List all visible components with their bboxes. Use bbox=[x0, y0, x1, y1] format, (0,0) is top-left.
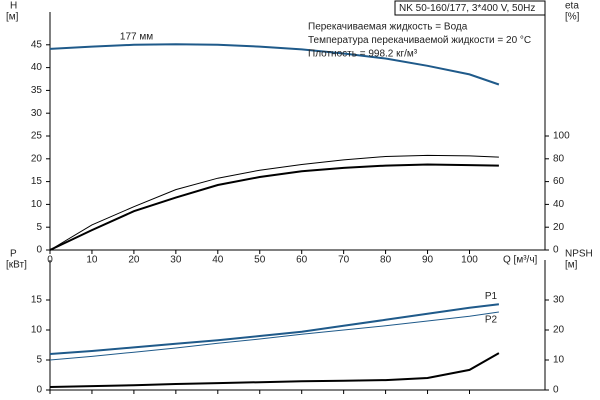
series-line bbox=[49, 163, 499, 251]
y2-label: eta bbox=[565, 1, 579, 12]
y-tick-label: 35 bbox=[31, 85, 43, 96]
y-tick-label: 0 bbox=[36, 245, 42, 256]
x-tick-label: 30 bbox=[170, 255, 182, 266]
y2-tick-label: 20 bbox=[553, 325, 565, 336]
x-tick-label: 90 bbox=[422, 255, 434, 266]
series-line bbox=[49, 311, 499, 361]
y-label: H bbox=[10, 1, 17, 12]
y-tick-label: 15 bbox=[31, 176, 43, 187]
x-label: Q [м³/ч] bbox=[503, 255, 538, 266]
series-line bbox=[49, 303, 500, 355]
series-label: P2 bbox=[485, 315, 498, 326]
y2-unit: [%] bbox=[565, 12, 580, 23]
y2-tick-label: 100 bbox=[553, 131, 570, 142]
x-tick-label: 10 bbox=[86, 255, 98, 266]
series-label: 177 мм bbox=[120, 31, 153, 42]
y-tick-label: 45 bbox=[31, 39, 43, 50]
y-tick-label: 10 bbox=[31, 325, 43, 336]
x-tick-label: 70 bbox=[338, 255, 350, 266]
y-unit: [м] bbox=[6, 12, 19, 23]
annotation: Температура перекачиваемой жидкости = 20… bbox=[308, 35, 531, 46]
y2-tick-label: 0 bbox=[553, 385, 559, 396]
series-label: P1 bbox=[485, 291, 498, 302]
annotation: Плотность = 998.2 кг/м³ bbox=[308, 49, 418, 60]
y-tick-label: 25 bbox=[31, 131, 43, 142]
y-tick-label: 5 bbox=[36, 222, 42, 233]
y-unit: [кВт] bbox=[6, 260, 27, 271]
y2-tick-label: 30 bbox=[553, 295, 565, 306]
x-tick-label: 50 bbox=[254, 255, 266, 266]
y2-tick-label: 40 bbox=[553, 199, 565, 210]
y2-tick-label: 60 bbox=[553, 176, 565, 187]
y-tick-label: 15 bbox=[31, 295, 43, 306]
y-label: P bbox=[10, 249, 17, 260]
x-tick-label: 80 bbox=[380, 255, 392, 266]
series-line bbox=[49, 154, 499, 251]
y2-label: NPSH bbox=[565, 249, 593, 260]
y2-unit: [м] bbox=[565, 260, 578, 271]
info-text: NK 50-160/177, 3*400 V, 50Hz bbox=[399, 3, 535, 14]
series-line bbox=[49, 352, 500, 388]
y-tick-label: 0 bbox=[36, 385, 42, 396]
series-line bbox=[49, 43, 500, 86]
y2-tick-label: 80 bbox=[553, 153, 565, 164]
y2-tick-label: 10 bbox=[553, 355, 565, 366]
y-tick-label: 20 bbox=[31, 153, 43, 164]
y2-tick-label: 20 bbox=[553, 222, 565, 233]
y-tick-label: 30 bbox=[31, 108, 43, 119]
y-tick-label: 5 bbox=[36, 355, 42, 366]
x-tick-label: 20 bbox=[128, 255, 140, 266]
x-tick-label: 60 bbox=[296, 255, 308, 266]
y2-tick-label: 0 bbox=[553, 245, 559, 256]
y-tick-label: 40 bbox=[31, 62, 43, 73]
info-box bbox=[394, 0, 546, 16]
x-tick-label: 100 bbox=[461, 255, 478, 266]
x-tick-label: 40 bbox=[212, 255, 224, 266]
y-tick-label: 10 bbox=[31, 199, 43, 210]
annotation: Перекачиваемая жидкость = Вода bbox=[308, 22, 468, 33]
